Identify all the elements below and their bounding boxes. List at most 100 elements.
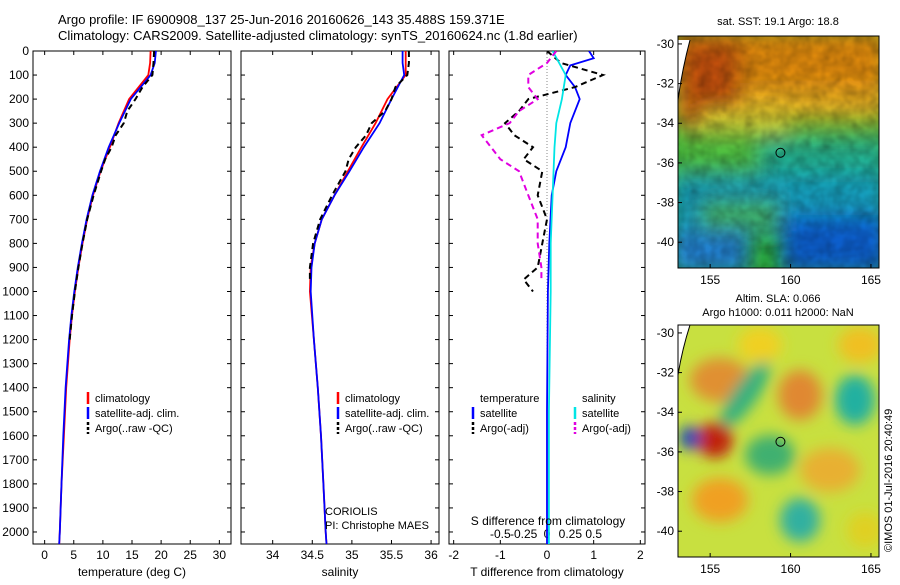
x-tick-label: 5	[70, 548, 77, 562]
lat-tick-label: -30	[657, 326, 675, 340]
x-tick-label: 36	[424, 548, 438, 562]
salinity-series	[308, 51, 410, 544]
lon-tick-label: 165	[861, 273, 881, 287]
x-tick-label: -1	[495, 548, 506, 562]
s-diff-tick-label: 0.5	[585, 527, 602, 541]
legend-label-temp-argo: Argo(-adj)	[480, 423, 529, 435]
pi-label: PI: Christophe MAES	[325, 520, 429, 532]
depth-tick-label: 900	[9, 260, 29, 274]
lat-tick-label: -36	[657, 445, 675, 459]
series-line-satellite-adj-clim-	[58, 51, 157, 544]
x-tick-label: 0	[544, 548, 551, 562]
legend-label-satellite: satellite-adj. clim.	[95, 408, 179, 420]
legend-label-temp-satellite: satellite	[480, 408, 517, 420]
x-tick-label: 1	[590, 548, 597, 562]
series-line-climatology	[308, 51, 407, 544]
difference-series	[480, 51, 606, 544]
lat-tick-label: -34	[657, 116, 675, 130]
series-line-satellite-adj-clim-	[309, 51, 406, 544]
depth-tick-label: 200	[9, 92, 29, 106]
legend-label-satellite: satellite-adj. clim.	[345, 408, 429, 420]
sst-map-title: sat. SST: 19.1 Argo: 18.8	[717, 16, 839, 28]
difference-depth-ticks	[449, 50, 645, 533]
legend-label-argo: Argo(..raw -QC)	[345, 423, 423, 435]
temperature-legend: climatology satellite-adj. clim. Argo(..…	[86, 392, 179, 435]
depth-tick-label: 700	[9, 212, 29, 226]
legend-label-argo: Argo(..raw -QC)	[95, 423, 173, 435]
depth-axis: 0 100 200 300 400 500 600 700 800 900 1000 1100 1200…	[2, 44, 231, 539]
lon-tick-label: 160	[781, 273, 801, 287]
sla-map-title-1: Altim. SLA: 0.066	[736, 293, 821, 305]
s-difference-axis-label: S difference from climatology	[471, 514, 626, 528]
sla-map-axes: 155 160 165 -30 -32 -34 -36 -38 -40	[657, 326, 882, 576]
sla-map-frame	[677, 324, 880, 558]
legend-title-salinity: salinity	[582, 393, 616, 405]
depth-tick-label: 100	[9, 68, 29, 82]
depth-tick-label: 1700	[2, 453, 29, 467]
x-tick-label: 34	[266, 548, 280, 562]
institution-label: CORIOLIS	[325, 506, 378, 518]
sla-map-title-2: Argo h1000: 0.011 h2000: NaN	[702, 307, 854, 319]
depth-tick-label: 1900	[2, 501, 29, 515]
s-diff-tick-label: -0.5	[490, 527, 511, 541]
depth-tick-label: 300	[9, 116, 29, 130]
salinity-legend: climatology satellite-adj. clim. Argo(..…	[325, 392, 429, 532]
x-tick-label: 35	[345, 548, 359, 562]
x-tick-label: 20	[154, 548, 168, 562]
argo-position-marker	[775, 436, 786, 447]
lon-tick-label: 165	[861, 562, 881, 576]
salinity-axis-label: salinity	[322, 565, 359, 579]
x-tick-label: 34.5	[301, 548, 325, 562]
lat-tick-label: -40	[657, 235, 675, 249]
depth-tick-label: 1100	[3, 309, 29, 323]
depth-tick-label: 600	[9, 188, 29, 202]
series-line-satellite	[548, 51, 567, 544]
title-line-1: Argo profile: IF 6900908_137 25-Jun-2016…	[58, 12, 505, 27]
s-diff-tick-label: 0.25	[559, 527, 583, 541]
x-tick-label: 10	[96, 548, 110, 562]
difference-legend: temperature salinity satellite Argo(-adj…	[471, 393, 631, 435]
x-tick-label: 25	[184, 548, 198, 562]
lat-tick-label: -30	[657, 37, 675, 51]
x-tick-label: 35.5	[380, 548, 404, 562]
depth-tick-label: 1000	[2, 284, 29, 298]
lat-tick-label: -32	[657, 366, 675, 380]
sst-map-frame	[677, 35, 880, 269]
t-difference-axis-label: T difference from climatology	[470, 565, 624, 579]
sst-map	[678, 36, 879, 268]
x-tick-label: -2	[448, 548, 459, 562]
salinity-depth-ticks	[241, 50, 439, 533]
legend-title-temperature: temperature	[480, 393, 539, 405]
sst-map-axes: 155 160 165 -30 -32 -34 -36 -38 -40	[657, 37, 882, 287]
argo-position-marker	[775, 147, 786, 158]
depth-tick-label: 400	[9, 140, 29, 154]
imos-credit: ©IMOS 01-Jul-2016 20:40:49	[883, 409, 895, 552]
depth-tick-label: 1600	[2, 429, 29, 443]
temperature-x-axis: 0 5 10 15 20 25 30	[41, 51, 226, 562]
x-tick-label: 0	[41, 548, 48, 562]
depth-tick-label: 1300	[2, 357, 29, 371]
depth-tick-label: 2000	[2, 525, 29, 539]
lat-tick-label: -36	[657, 156, 675, 170]
series-line-argo-raw-qc-	[68, 51, 156, 340]
legend-label-climatology: climatology	[95, 393, 151, 405]
x-tick-label: 2	[637, 548, 644, 562]
lat-tick-label: -38	[657, 196, 675, 210]
lon-tick-label: 155	[700, 562, 720, 576]
series-line-argo-adj-	[480, 51, 558, 280]
legend-label-sal-argo: Argo(-adj)	[582, 423, 631, 435]
series-line-argo-raw-qc-	[308, 51, 410, 280]
depth-tick-label: 0	[22, 44, 29, 58]
lon-tick-label: 160	[781, 562, 801, 576]
lat-tick-label: -40	[657, 524, 675, 538]
salinity-x-axis: 34 34.5 35 35.5 36	[266, 51, 438, 562]
series-line-satellite	[546, 51, 596, 544]
legend-label-sal-satellite: satellite	[582, 408, 619, 420]
title-line-2: Climatology: CARS2009. Satellite-adjuste…	[58, 28, 578, 43]
x-tick-label: 30	[213, 548, 227, 562]
depth-tick-label: 800	[9, 236, 29, 250]
depth-tick-label: 1800	[2, 477, 29, 491]
salinity-panel-frame	[240, 50, 440, 545]
lat-tick-label: -38	[657, 485, 675, 499]
